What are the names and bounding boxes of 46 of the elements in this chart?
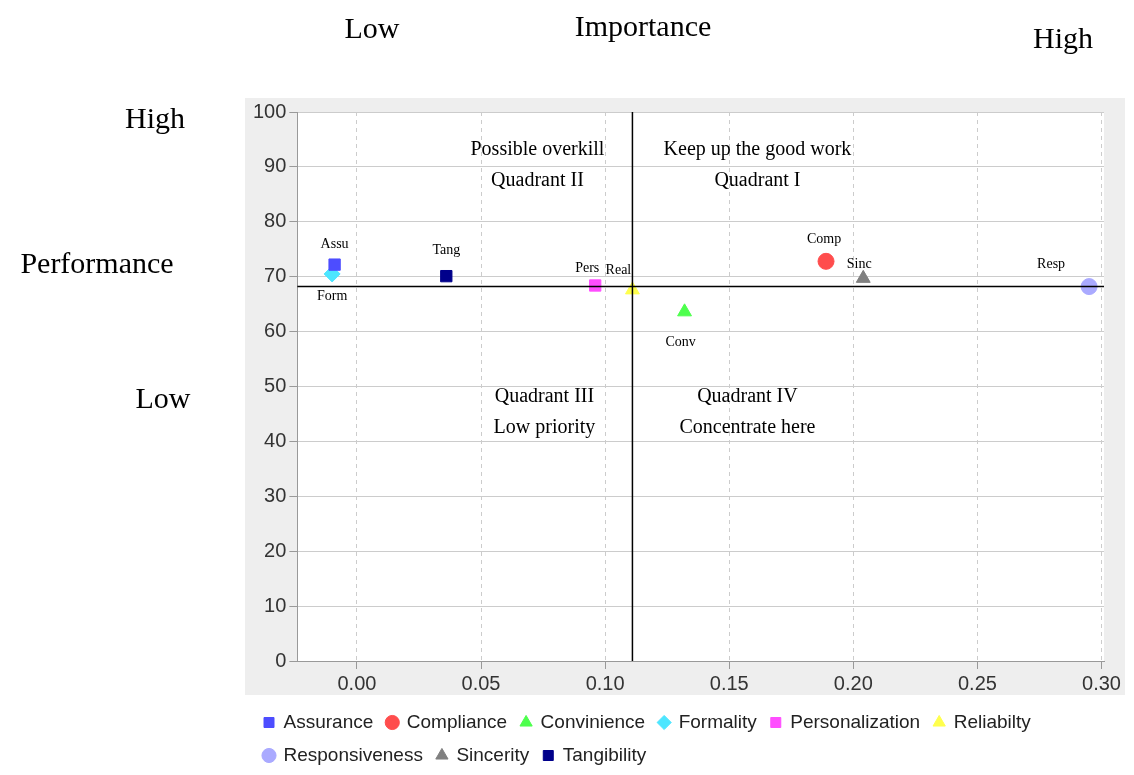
y-tick-label: 60 [264, 319, 287, 342]
y-tick-label: 0 [275, 648, 287, 671]
y-tick-label: 90 [264, 154, 287, 177]
annotation: Conv [665, 333, 696, 349]
annotation: Quadrant IV Concentrate here [679, 384, 816, 438]
annotation: Possible overkill Quadrant II [470, 137, 605, 191]
annotation: Resp [1037, 256, 1066, 272]
x-tick-label: 0.20 [833, 671, 873, 694]
y-tick-label: 70 [264, 264, 287, 287]
text: Low [344, 10, 400, 44]
annotation: Comp [806, 231, 842, 246]
text: High [1033, 20, 1093, 54]
legend-label: Responsiveness [283, 743, 423, 765]
legend-label: Formality [678, 710, 758, 732]
legend-label: Assurance [283, 710, 374, 732]
annotation: Quadrant III Low priority [493, 384, 596, 439]
annotation: Sinc [846, 256, 872, 272]
x-tick-label: 0.00 [337, 671, 377, 694]
legend-label: Sincerity [456, 743, 530, 765]
legend-label: Tangibility [562, 743, 647, 765]
legend-label: Compliance [406, 710, 508, 732]
text: Low [135, 380, 191, 414]
annotation: Assu [320, 236, 349, 252]
annotation: Keep up the good work Quadrant I [663, 137, 852, 191]
y-axis-title: Performance [20, 245, 174, 279]
x-tick-label: 0.25 [957, 671, 997, 694]
y-tick-label: 40 [264, 428, 287, 451]
y-tick-label: 30 [264, 483, 287, 506]
y-tick-label: 80 [264, 209, 287, 232]
y-tick-label: 20 [264, 538, 287, 561]
x-tick-label: 0.15 [709, 671, 749, 694]
y-tick-label: 100 [252, 99, 287, 122]
legend-label: Reliabilty [953, 710, 1032, 732]
annotation: Real [605, 261, 632, 277]
y-tick-label: 10 [264, 593, 287, 616]
legend-label: Personalization [790, 710, 921, 732]
x-tick-label: 0.30 [1082, 671, 1121, 694]
x-axis-title: Importance [574, 8, 712, 42]
annotation: Tang [432, 241, 461, 257]
x-tick-label: 0.10 [585, 671, 625, 694]
annotation: Pers [575, 260, 600, 276]
legend-label: Convinience [540, 710, 646, 732]
text: High [125, 100, 185, 134]
annotation: Form [316, 287, 348, 303]
y-tick-label: 50 [264, 374, 287, 397]
x-tick-label: 0.05 [461, 671, 501, 694]
